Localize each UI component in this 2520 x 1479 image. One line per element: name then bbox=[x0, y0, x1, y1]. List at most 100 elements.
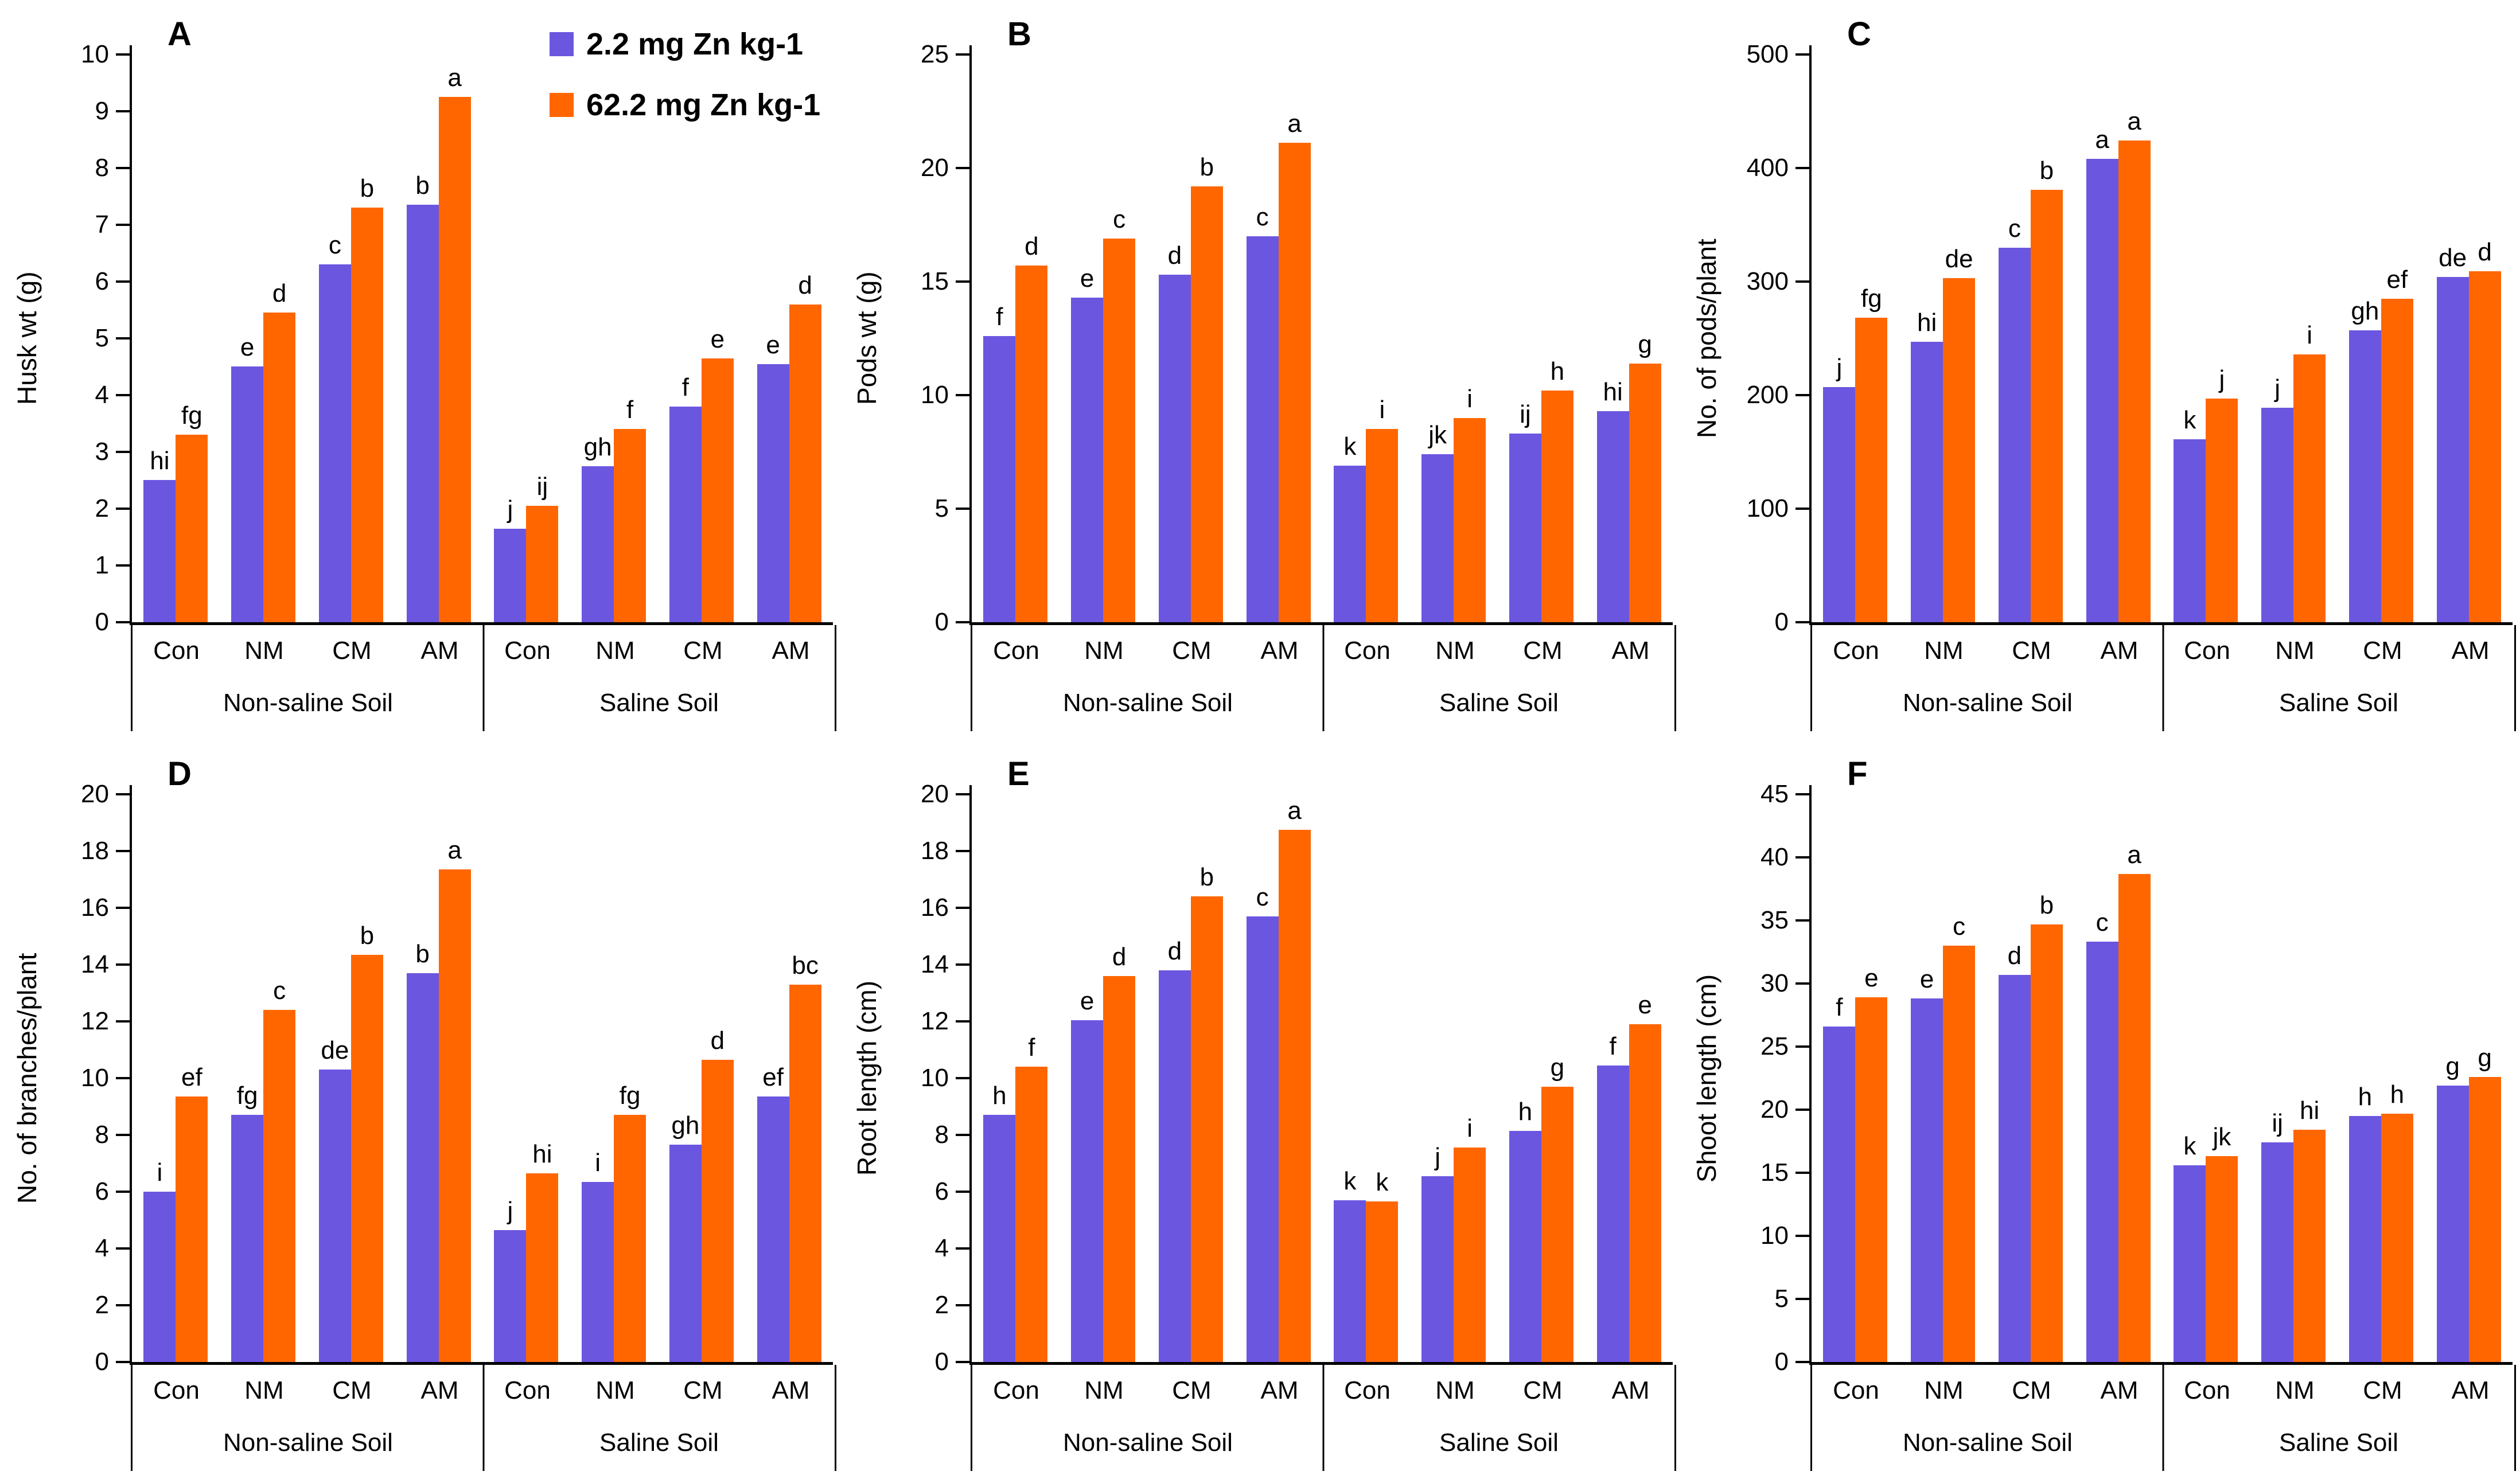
y-tick-mark bbox=[116, 53, 131, 56]
group-label: Saline Soil bbox=[1439, 1429, 1559, 1457]
bar: h bbox=[1541, 357, 1573, 622]
bar: a bbox=[2118, 107, 2151, 622]
y-tick-label: 5 bbox=[934, 494, 949, 522]
significance-letter: ef bbox=[762, 1063, 784, 1091]
significance-letter: c bbox=[1953, 912, 1966, 941]
bar: b bbox=[406, 171, 439, 622]
y-tick-label: 15 bbox=[1761, 1158, 1789, 1187]
bar: f bbox=[983, 303, 1016, 622]
bar: a bbox=[1278, 110, 1311, 622]
group-divider bbox=[2162, 1365, 2164, 1471]
significance-letter: e bbox=[1080, 264, 1095, 292]
category-row: Con NM CM AM Con NM CM AM bbox=[972, 625, 1674, 677]
group-row: Non-saline Soil Saline Soil bbox=[972, 677, 1674, 729]
category-label: NM bbox=[1435, 1376, 1475, 1404]
y-tick-label: 10 bbox=[921, 381, 949, 409]
significance-letter: c bbox=[2008, 214, 2021, 243]
significance-letter: ij bbox=[536, 473, 548, 501]
bar: b bbox=[1190, 863, 1223, 1362]
y-tick-mark bbox=[956, 1361, 971, 1363]
significance-letter: e bbox=[1080, 987, 1095, 1015]
significance-letter: c bbox=[328, 231, 341, 259]
y-tick-label: 9 bbox=[95, 97, 109, 125]
significance-letter: a bbox=[2127, 107, 2141, 135]
bar-pair: gh f bbox=[570, 54, 658, 622]
plot-area: j fg hi de c b a a k j j i gh ef de d bbox=[1812, 54, 2513, 622]
y-tick-label: 100 bbox=[1746, 494, 1789, 522]
significance-letter: fg bbox=[181, 401, 202, 430]
legend-item: 62.2 mg Zn kg-1 bbox=[550, 87, 820, 123]
y-tick-mark bbox=[116, 280, 131, 283]
significance-letter: d bbox=[1167, 937, 1182, 965]
significance-letter: fg bbox=[1861, 284, 1882, 313]
bar: e bbox=[1629, 991, 1661, 1362]
bar: i bbox=[1454, 1114, 1486, 1362]
y-tick-label: 45 bbox=[1761, 780, 1789, 808]
y-tick-label: 18 bbox=[921, 837, 949, 865]
y-tick-mark bbox=[1795, 793, 1810, 795]
group-label: Non-saline Soil bbox=[1063, 689, 1233, 717]
bar-pair: ij h bbox=[1498, 54, 1586, 622]
significance-letter: de bbox=[1945, 245, 1973, 273]
significance-letter: a bbox=[447, 836, 462, 864]
category-label: CM bbox=[1172, 637, 1212, 665]
bar: c bbox=[1998, 214, 2031, 622]
y-tick-label: 6 bbox=[95, 1177, 109, 1205]
bar-pair: hi fg bbox=[132, 54, 220, 622]
bar: e bbox=[1911, 965, 1943, 1362]
y-tick-mark bbox=[116, 963, 131, 966]
significance-letter: a bbox=[447, 64, 462, 92]
significance-letter: hi bbox=[150, 447, 170, 475]
y-tick-mark bbox=[1795, 1109, 1810, 1111]
bar: f bbox=[614, 396, 646, 622]
bar: f bbox=[1596, 1032, 1629, 1362]
category-label: NM bbox=[244, 1376, 284, 1404]
bar: j bbox=[494, 495, 527, 622]
bar-pair: i ef bbox=[132, 794, 220, 1362]
bar: k bbox=[1334, 432, 1366, 622]
significance-letter: j bbox=[1836, 354, 1843, 382]
bar: c bbox=[2086, 908, 2118, 1362]
y-tick-mark bbox=[1795, 508, 1810, 510]
category-label: Con bbox=[1833, 637, 1879, 665]
chart-panel-C: C No. of pods/plant 0 100 200 300 400 500 j fg hi d… bbox=[1680, 0, 2520, 740]
x-axis-line bbox=[969, 1362, 1673, 1365]
y-tick-label: 4 bbox=[95, 381, 109, 409]
category-label: NM bbox=[595, 1376, 635, 1404]
significance-letter: jk bbox=[1428, 421, 1447, 449]
y-axis-line bbox=[969, 785, 972, 1362]
bar-pair: gh d bbox=[658, 794, 746, 1362]
bar: h bbox=[983, 1082, 1016, 1362]
bar: b bbox=[350, 922, 383, 1362]
significance-letter: d bbox=[798, 271, 812, 299]
category-label: NM bbox=[1924, 637, 1964, 665]
x-axis-line bbox=[1809, 1362, 2513, 1365]
significance-letter: hi bbox=[2300, 1096, 2320, 1125]
bar: d bbox=[1998, 942, 2031, 1362]
y-tick-label: 1 bbox=[95, 551, 109, 579]
bar-pair: de d bbox=[2425, 54, 2513, 622]
category-label: NM bbox=[1924, 1376, 1964, 1404]
y-tick-label: 0 bbox=[934, 608, 949, 636]
bar: hi bbox=[1596, 378, 1629, 622]
y-tick-mark bbox=[116, 167, 131, 169]
bar: d bbox=[1015, 232, 1048, 622]
significance-letter: b bbox=[415, 171, 430, 200]
y-tick-mark bbox=[116, 621, 131, 623]
significance-letter: h bbox=[2358, 1083, 2373, 1111]
bar: h bbox=[2348, 1083, 2381, 1362]
category-label: Con bbox=[1344, 637, 1391, 665]
category-box: Con NM CM AM Con NM CM AM Non-saline Soil Saline … bbox=[971, 1365, 1676, 1471]
category-label: Con bbox=[2184, 637, 2230, 665]
significance-letter: e bbox=[766, 331, 780, 359]
y-tick-mark bbox=[116, 508, 131, 510]
bar: j bbox=[494, 1197, 527, 1362]
y-tick-label: 5 bbox=[95, 324, 109, 352]
significance-letter: b bbox=[2039, 891, 2054, 919]
